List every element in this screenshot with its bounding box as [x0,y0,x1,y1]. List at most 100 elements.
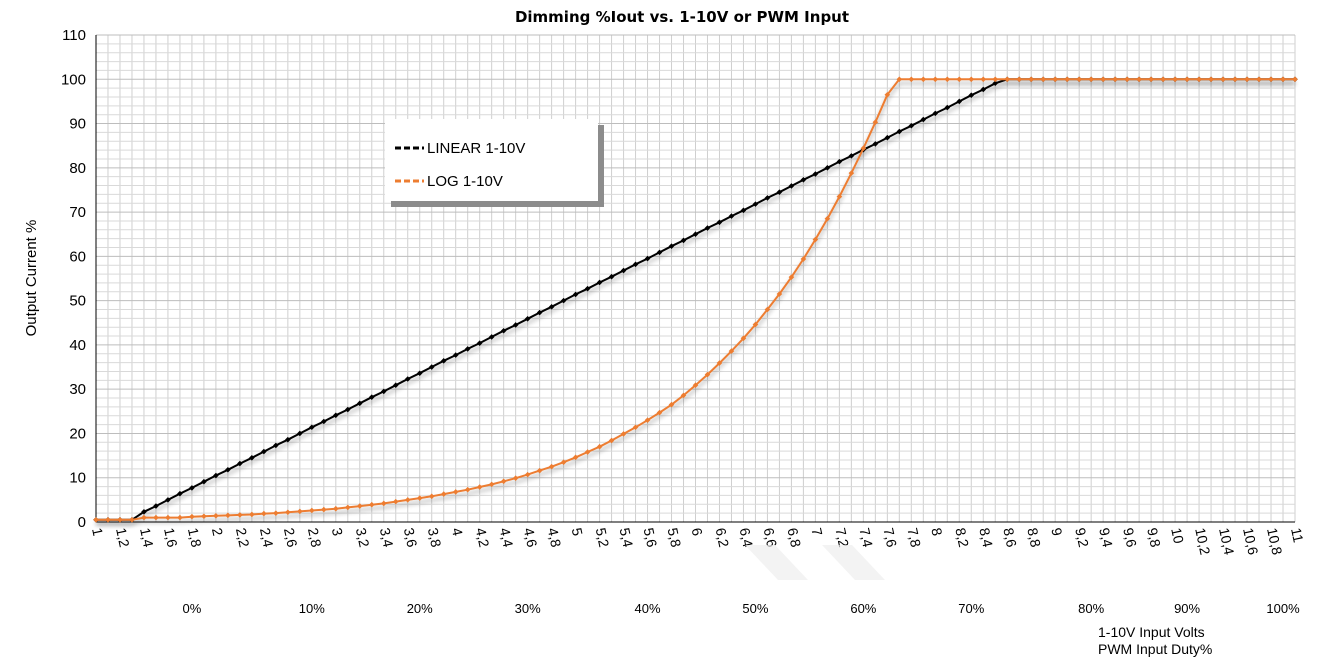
x-tick-label: 8,2 [952,526,972,549]
data-point [872,119,879,126]
pwm-duty-label: 50% [742,601,768,616]
x-tick-label: 5,8 [665,526,685,549]
data-point [1172,76,1178,83]
data-point [368,394,375,400]
data-point [1196,76,1202,83]
data-point [1232,76,1238,83]
data-point [596,443,603,450]
x-tick-label: 6,4 [737,526,757,549]
pwm-duty-label: 0% [183,601,202,616]
x-tick-label: 10 [1168,526,1187,545]
y-tick-label: 80 [69,160,86,177]
data-point [968,76,975,83]
data-point [141,514,147,521]
data-point [500,478,507,485]
data-point [812,236,819,243]
data-point [1280,76,1286,83]
x-tick-label: 6 [689,526,706,537]
pwm-duty-label: 70% [958,601,984,616]
x-tick-label: 9,4 [1096,526,1116,549]
x-tick-label: 9,2 [1072,526,1092,549]
data-point [704,225,711,231]
data-point [668,401,675,408]
data-point [380,500,387,507]
x-tick-label: 2,4 [257,526,277,549]
data-point [620,431,627,437]
data-point [992,76,999,83]
data-point [752,201,759,207]
data-point [944,76,951,83]
data-point [872,141,879,147]
data-point [980,76,987,83]
data-point [488,481,495,488]
data-point [1100,76,1106,83]
data-point [416,370,423,377]
data-point [728,348,735,354]
data-point [237,512,243,518]
data-point [992,80,999,87]
legend: LINEAR 1-10V LOG 1-10V [385,119,604,207]
data-point [368,501,375,508]
data-point [608,437,615,444]
data-point [764,195,771,201]
data-point [452,489,459,495]
data-point [1136,76,1142,83]
data-point [1004,76,1011,83]
data-point [524,471,531,478]
watermark-stroke-2 [822,545,885,580]
data-point [848,153,855,159]
data-point [201,478,207,485]
data-point [213,472,219,479]
data-point [105,516,111,523]
data-point [440,358,447,364]
y-axis-label: Output Current % [23,220,40,337]
data-point [644,417,651,423]
x-tick-label: 2,2 [233,526,253,549]
data-point [225,466,231,473]
x-tick-labels: 1 1,2 1,4 1,6 1,8 2 2,2 2,4 2,6 2,8 3 3,2 3,4 3,6 3,8 4… [89,526,1307,556]
data-point [321,418,327,425]
data-point [920,116,927,123]
data-point [548,463,555,470]
x-tick-label: 2 [209,526,226,537]
x-tick-label: 9 [1048,526,1065,537]
y-tick-labels: 0 10 20 30 40 50 60 70 80 90 100 110 [61,27,86,531]
x-tick-label: 2,8 [305,526,325,549]
data-point [740,335,747,342]
data-point [572,291,579,298]
data-point [500,327,507,334]
data-point [908,122,915,129]
data-point [584,285,591,292]
legend-shadow-right [598,125,604,207]
x-axis-label-pwm: PWM Input Duty% [1098,641,1212,657]
x-tick-label: 2,6 [281,526,301,549]
data-point [572,454,579,461]
pwm-duty-label: 20% [407,601,433,616]
legend-label-log: LOG 1-10V [427,173,503,190]
x-tick-label: 5,2 [593,526,613,549]
x-tick-label: 4,8 [545,526,565,549]
x-tick-label: 10,2 [1192,526,1213,556]
data-point [297,508,303,515]
data-point [620,267,627,274]
data-point [560,297,567,304]
data-point [273,442,279,449]
data-point [704,371,711,378]
data-point [297,430,303,437]
data-point [560,459,567,466]
data-point [884,134,891,141]
x-tick-label: 4,4 [497,526,517,549]
data-point [932,110,939,117]
data-point [1244,76,1250,83]
y-tick-label: 50 [69,293,86,310]
data-point [356,503,363,509]
data-point [716,360,723,366]
data-point [309,424,315,431]
x-tick-label: 3 [329,526,346,537]
data-point [1088,76,1094,83]
data-point [273,510,279,516]
data-point [333,505,339,512]
x-tick-label: 7,6 [880,526,900,549]
data-point [261,510,267,517]
